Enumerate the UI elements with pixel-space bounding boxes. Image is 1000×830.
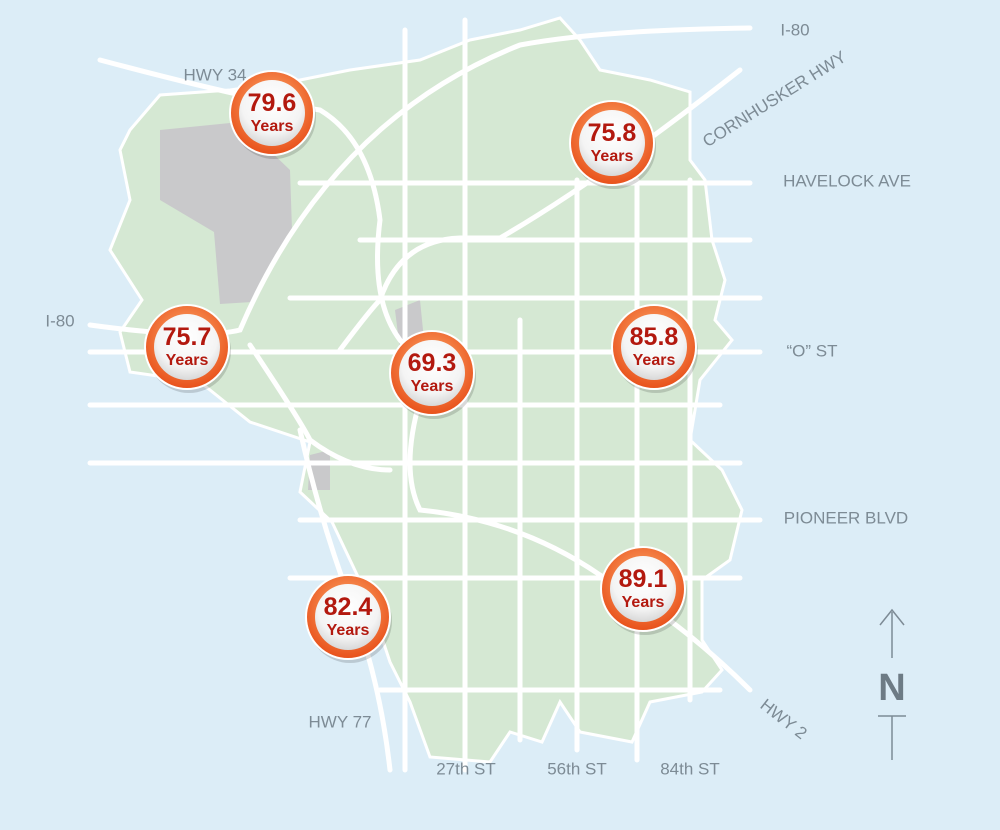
marker-unit: Years bbox=[251, 118, 294, 135]
marker-value: 75.7 bbox=[163, 323, 212, 351]
road-label: 56th ST bbox=[547, 759, 607, 778]
road-label: I-80 bbox=[780, 20, 809, 39]
marker-value: 79.6 bbox=[248, 89, 297, 117]
marker-face bbox=[621, 314, 687, 380]
marker-value: 75.8 bbox=[588, 119, 637, 147]
marker-value: 85.8 bbox=[630, 323, 679, 351]
marker-face bbox=[579, 110, 645, 176]
marker-face bbox=[399, 340, 465, 406]
marker-face bbox=[610, 556, 676, 622]
road-label: HWY 77 bbox=[309, 712, 372, 731]
road-label: 84th ST bbox=[660, 759, 720, 778]
parkland bbox=[160, 122, 292, 304]
marker-face bbox=[239, 80, 305, 146]
marker-unit: Years bbox=[411, 378, 454, 395]
road-label: 27th ST bbox=[436, 759, 496, 778]
road-label: HAVELOCK AVE bbox=[783, 171, 911, 190]
marker-value: 69.3 bbox=[408, 349, 457, 377]
marker-value: 82.4 bbox=[324, 593, 373, 621]
marker-face bbox=[154, 314, 220, 380]
marker-unit: Years bbox=[591, 148, 634, 165]
compass-label: N bbox=[878, 667, 905, 709]
road-label: “O” ST bbox=[787, 341, 838, 360]
marker-value: 89.1 bbox=[619, 565, 668, 593]
marker-unit: Years bbox=[166, 352, 209, 369]
road-label: I-80 bbox=[45, 311, 74, 330]
road-label: HWY 34 bbox=[184, 65, 247, 84]
marker-unit: Years bbox=[327, 622, 370, 639]
road-label: PIONEER BLVD bbox=[784, 508, 908, 527]
marker-unit: Years bbox=[622, 594, 665, 611]
marker-unit: Years bbox=[633, 352, 676, 369]
marker-face bbox=[315, 584, 381, 650]
compass bbox=[878, 608, 906, 760]
